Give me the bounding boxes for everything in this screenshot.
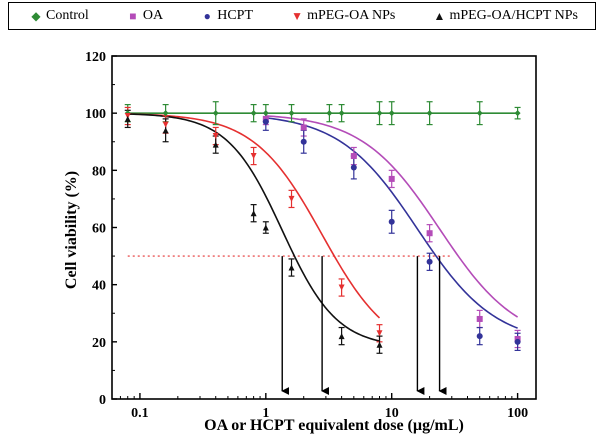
y-tick-label: 80 xyxy=(92,164,106,179)
legend-label-oa: OA xyxy=(142,8,164,23)
legend-item-hcpt: ● HCPT xyxy=(197,8,253,24)
data-point xyxy=(300,138,307,145)
data-point xyxy=(388,218,395,225)
legend-item-control: ◆ Control xyxy=(26,8,89,24)
data-point xyxy=(250,110,257,117)
data-point xyxy=(426,110,433,117)
legend-label-mpeg-oa-hcpt-nps: mPEG-OA/HCPT NPs xyxy=(449,8,578,23)
square-icon: ■ xyxy=(129,9,137,23)
data-point xyxy=(338,333,345,340)
data-point xyxy=(250,153,257,160)
legend: ◆ Control ■ OA ● HCPT ▼ mPEG-OA NPs ▲ mP… xyxy=(8,2,596,30)
data-point xyxy=(388,175,395,182)
triangle-down-icon: ▼ xyxy=(291,9,304,23)
data-point xyxy=(350,164,357,171)
circle-icon: ● xyxy=(203,9,211,23)
fit-curve-series-1 xyxy=(265,115,519,318)
data-point xyxy=(376,341,383,348)
fit-curve-series-4 xyxy=(127,113,380,342)
y-tick-label: 20 xyxy=(92,336,106,351)
data-point xyxy=(250,210,257,217)
data-point xyxy=(476,315,483,322)
data-point xyxy=(212,110,219,117)
x-tick-label: 1 xyxy=(262,406,269,421)
data-point xyxy=(262,224,269,231)
legend-item-mpeg-oa-hcpt-nps: ▲ mPEG-OA/HCPT NPs xyxy=(429,8,578,24)
y-tick-label: 40 xyxy=(92,279,106,294)
data-point xyxy=(162,110,169,117)
data-point xyxy=(338,110,345,117)
y-axis-label: Cell viability (%) xyxy=(63,171,80,289)
triangle-up-icon: ▲ xyxy=(433,9,446,23)
fit-curve-series-2 xyxy=(265,117,518,329)
data-point xyxy=(162,127,169,134)
data-point xyxy=(514,110,521,117)
data-point xyxy=(288,110,295,117)
legend-label-mpeg-oa-nps: mPEG-OA NPs xyxy=(307,8,396,23)
fit-curve-series-3 xyxy=(127,113,381,319)
data-point xyxy=(212,141,219,148)
data-point xyxy=(338,284,345,291)
x-tick-label: 10 xyxy=(385,406,399,421)
y-tick-label: 120 xyxy=(85,50,106,65)
data-point xyxy=(514,338,521,345)
data-point xyxy=(124,115,131,122)
data-point xyxy=(288,195,295,202)
x-tick-label: 0.1 xyxy=(131,406,149,421)
data-point xyxy=(288,264,295,271)
data-point xyxy=(162,121,169,128)
data-point xyxy=(426,230,433,237)
data-point xyxy=(388,110,395,117)
legend-item-mpeg-oa-nps: ▼ mPEG-OA NPs xyxy=(287,8,395,24)
data-point xyxy=(426,258,433,265)
y-tick-label: 100 xyxy=(85,107,106,122)
data-point xyxy=(376,330,383,337)
data-point xyxy=(212,133,219,140)
data-point xyxy=(376,110,383,117)
data-point xyxy=(326,110,333,117)
x-axis-label: OA or HCPT equivalent dose (µg/mL) xyxy=(204,417,464,434)
x-tick-label: 100 xyxy=(507,406,528,421)
data-point xyxy=(476,110,483,117)
data-point xyxy=(262,110,269,117)
legend-label-hcpt: HCPT xyxy=(217,8,253,23)
data-point xyxy=(262,118,269,125)
legend-label-control: Control xyxy=(46,8,89,23)
y-tick-label: 60 xyxy=(92,222,106,237)
data-point xyxy=(350,153,357,160)
legend-item-oa: ■ OA xyxy=(123,8,163,24)
y-tick-label: 0 xyxy=(99,393,106,408)
diamond-icon: ◆ xyxy=(31,9,41,23)
plot-frame xyxy=(111,55,537,400)
data-point xyxy=(476,333,483,340)
data-point xyxy=(300,124,307,131)
